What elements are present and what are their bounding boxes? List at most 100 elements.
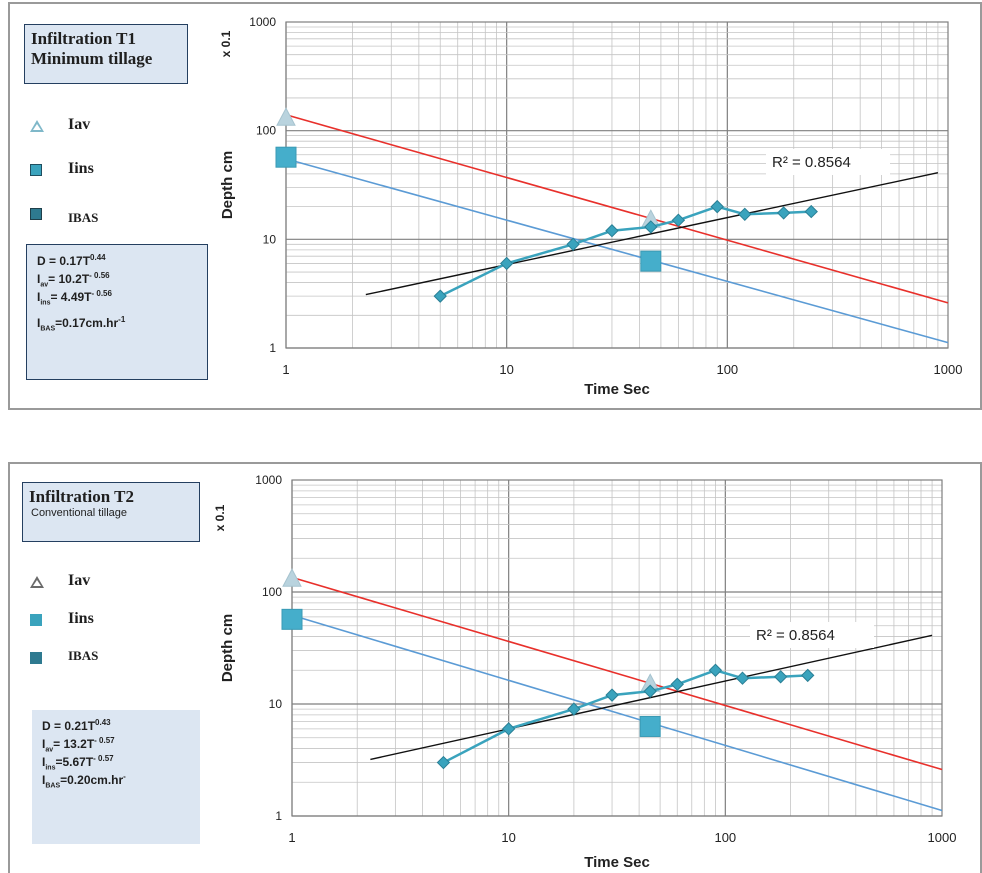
depth-point (738, 207, 752, 221)
x-axis-label: Time Sec (584, 854, 650, 871)
iins-point (275, 146, 297, 168)
iav-fit-line (291, 576, 943, 771)
triangle-marker-icon (30, 576, 44, 588)
plot-border (285, 21, 949, 349)
depth-point (566, 237, 580, 252)
y-tick-label: 1 (275, 809, 282, 823)
equation-ibas: IBAS=0.17cm.hr-1 (37, 315, 126, 333)
equation-box: D = 0.17T0.44 Iav= 10.2T- 0.56 Iins= 4.4… (26, 244, 208, 380)
r2-label-bg (766, 149, 890, 175)
equation-iins: Iins= 4.49T- 0.56 (37, 289, 112, 307)
y-axis-label: Depth cm (219, 151, 236, 219)
legend-item-iav: Iav (26, 572, 206, 594)
x-tick-label: 100 (714, 830, 736, 845)
depth-point (499, 256, 514, 271)
trend-line (365, 172, 939, 296)
y-tick-label: 100 (256, 124, 276, 138)
legend-item-iins: Iins (26, 160, 206, 182)
x-tick-label: 1000 (934, 362, 963, 377)
x-axis-label: Time Sec (584, 381, 650, 398)
depth-point (643, 684, 657, 698)
iins-fit-line (285, 158, 949, 344)
chart-title-box: Infiltration T2 Conventional tillage (22, 482, 200, 542)
depth-point (735, 671, 750, 685)
legend-item-ibas: IBAS (26, 648, 206, 670)
equation-d: D = 0.21T0.43 (42, 718, 111, 733)
legend-label: IBAS (68, 648, 99, 663)
depth-point (804, 204, 818, 219)
depth-point (605, 688, 619, 702)
equation-iav: Iav= 13.2T- 0.57 (42, 736, 115, 754)
legend-label: Iins (68, 610, 94, 627)
plot-border (291, 479, 943, 817)
plot-area (286, 22, 948, 348)
y-tick-label: 1000 (249, 15, 276, 29)
equation-ibas: IBAS=0.20cm.hr- (42, 772, 126, 790)
depth-point (605, 224, 619, 238)
triangle-marker-icon (30, 120, 44, 132)
y-axis-multiplier: x 0.1 (213, 504, 227, 531)
chart-title-box: Infiltration T1 Minimum tillage (24, 24, 188, 84)
depth-point (436, 755, 451, 770)
depth-point (801, 668, 815, 683)
equation-iins: Iins=5.67T- 0.57 (42, 754, 114, 772)
y-axis-multiplier: x 0.1 (219, 30, 233, 57)
chart-title: Infiltration T2 (29, 487, 135, 506)
y-tick-label: 100 (262, 585, 282, 599)
chart-subtitle: Minimum tillage (31, 49, 153, 68)
depth-point (773, 670, 788, 684)
square-marker-icon (30, 208, 42, 220)
x-tick-label: 1 (288, 830, 295, 845)
iins-fit-line (291, 614, 943, 812)
iins-point (640, 250, 662, 272)
depth-point (501, 722, 516, 736)
square-marker-icon (30, 652, 42, 664)
legend-label: Iav (68, 572, 91, 589)
depth-point (708, 663, 723, 677)
equation-d: D = 0.17T0.44 (37, 253, 106, 268)
x-tick-label: 100 (716, 362, 738, 377)
chart-plot: 1 10 100 1000 1 10 100 1000 Time Sec Depth cm x 0.… (213, 473, 956, 871)
y-axis-label: Depth cm (219, 614, 236, 682)
chart-plot: 1 10 100 1000 1 10 100 1000 Time Sec Depth cm x 0.… (219, 15, 963, 398)
legend-item-iav: Iav (26, 116, 206, 138)
chart-title: Infiltration T1 (31, 29, 137, 48)
legend-item-ibas: IBAS (26, 204, 206, 226)
legend-label: Iav (68, 116, 91, 133)
equation-iav: Iav= 10.2T- 0.56 (37, 271, 110, 289)
x-tick-label: 1 (282, 362, 289, 377)
x-tick-label: 10 (499, 362, 513, 377)
iins-point (639, 715, 661, 737)
depth-point (776, 206, 791, 220)
depth-point (567, 702, 581, 716)
y-tick-label: 1000 (255, 473, 282, 487)
y-tick-label: 10 (269, 697, 283, 711)
square-marker-icon (30, 164, 42, 176)
iav-point (282, 568, 302, 587)
x-tick-label: 10 (501, 830, 515, 845)
depth-point (710, 199, 724, 214)
equation-box: D = 0.21T0.43 Iav= 13.2T- 0.57 Iins=5.67… (32, 710, 200, 844)
trend-line (370, 634, 933, 761)
depth-point (670, 677, 684, 691)
depth-point (671, 213, 686, 227)
r2-label: R² = 0.8564 (772, 154, 851, 171)
chart-subtitle: Conventional tillage (31, 507, 128, 519)
depth-series-line (442, 668, 808, 764)
y-tick-label: 10 (263, 232, 277, 246)
chart-panel-t2: Infiltration T2 Conventional tillage Iav… (8, 462, 982, 873)
iav-point (276, 107, 296, 126)
depth-series-line (439, 205, 812, 298)
iav-fit-line (285, 114, 949, 304)
square-marker-icon (30, 614, 42, 626)
legend-label: Iins (68, 160, 94, 177)
depth-point (433, 289, 447, 303)
r2-label: R² = 0.8564 (756, 627, 835, 644)
r2-label-bg (750, 622, 874, 648)
depth-point (644, 220, 658, 234)
y-tick-label: 1 (269, 341, 276, 355)
legend-item-iins: Iins (26, 610, 206, 632)
legend-label: IBAS (68, 210, 99, 225)
chart-panel-t1: Infiltration T1 Minimum tillage Iav Iins… (8, 2, 982, 410)
iins-point (281, 608, 303, 630)
